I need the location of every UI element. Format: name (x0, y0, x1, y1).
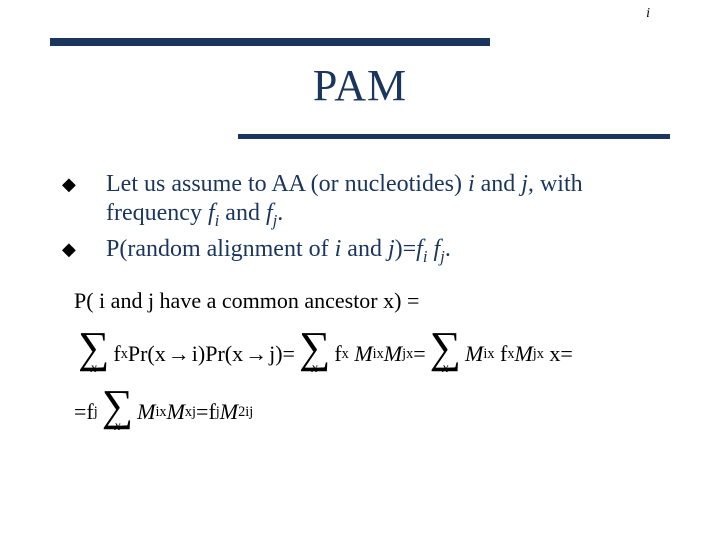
sub: ix (483, 347, 494, 361)
list-item: ◆ P(random alignment of i and j)=fi fj. (62, 235, 680, 267)
txt: P(random alignment of (106, 236, 335, 262)
corner-glyph: i (646, 6, 650, 22)
sub: xj (185, 405, 196, 419)
var-M: M (220, 401, 238, 423)
sum-bound: x (442, 362, 448, 376)
txt: ) (198, 343, 205, 365)
var-f: f (334, 343, 341, 365)
var-M: M (137, 401, 155, 423)
sub: ix (155, 405, 166, 419)
var-f: f (113, 343, 120, 365)
sub: x (121, 347, 128, 361)
sigma-icon: ∑ x (299, 332, 330, 376)
var-f: f (208, 401, 215, 423)
var-i: i (468, 171, 475, 197)
var-M: M (384, 343, 402, 365)
arrow-icon: → (245, 343, 267, 365)
sum-bound: x (91, 362, 97, 376)
arrow-icon: → (168, 343, 190, 365)
var-f: f (208, 200, 215, 226)
txt: )= (395, 236, 417, 262)
bullet-icon: ◆ (62, 170, 106, 198)
equation-line-0: P( i and j have a common ancestor x) = (74, 290, 573, 312)
bullet-icon: ◆ (62, 235, 106, 263)
equals: = (74, 401, 86, 423)
var-f: f (416, 236, 423, 262)
txt: and (341, 236, 388, 262)
var-x: x (232, 343, 243, 365)
equals: = (560, 343, 572, 365)
equation-block: P( i and j have a common ancestor x) = ∑… (74, 290, 573, 448)
var-x: x (155, 343, 166, 365)
txt: and (219, 200, 266, 226)
sum-bound: x (114, 420, 120, 434)
txt: Pr( (128, 343, 155, 365)
list-item: ◆ Let us assume to AA (or nucleotides) i… (62, 170, 680, 231)
bullet-list: ◆ Let us assume to AA (or nucleotides) i… (62, 170, 680, 271)
var-f: f (500, 343, 507, 365)
title-rule (238, 134, 670, 139)
sub: ij (245, 405, 253, 419)
equation-line-1: ∑ x fx Pr(x→i)Pr(x→j) = ∑ x fx MixMjx = … (74, 332, 573, 376)
var-f: f (266, 200, 273, 226)
sum-bound: x (312, 362, 318, 376)
txt: Pr( (205, 343, 232, 365)
var-M: M (514, 343, 532, 365)
sub: x (342, 347, 349, 361)
equals: = (413, 343, 425, 365)
var-j: j, (521, 171, 534, 197)
sub: j (94, 405, 98, 419)
var-f: f (86, 401, 93, 423)
var-M: M (354, 343, 372, 365)
equals: = (196, 401, 208, 423)
sigma-icon: ∑ x (430, 332, 461, 376)
sigma-icon: ∑ x (102, 390, 133, 434)
var-M: M (465, 343, 483, 365)
var-j: j (388, 236, 395, 262)
var-x: x (549, 343, 560, 365)
txt: . (445, 236, 451, 262)
bullet-text-1: Let us assume to AA (or nucleotides) i a… (106, 170, 680, 231)
bullet-text-2: P(random alignment of i and j)=fi fj. (106, 235, 680, 267)
txt: and (475, 171, 522, 197)
txt: ) (275, 343, 282, 365)
top-rule (50, 38, 490, 46)
page-title: PAM (0, 60, 720, 111)
sub: ix (373, 347, 384, 361)
sup: 2 (238, 405, 245, 419)
sub: jx (402, 347, 413, 361)
txt: Let us assume to AA (or nucleotides) (106, 171, 468, 197)
var-M: M (167, 401, 185, 423)
sub: i (423, 247, 428, 266)
equals: = (283, 343, 295, 365)
equation-line-2: = fj ∑ x MixMxj = fjM2ij (74, 390, 573, 434)
sigma-icon: ∑ x (78, 332, 109, 376)
sub: jx (533, 347, 544, 361)
txt: . (277, 200, 283, 226)
